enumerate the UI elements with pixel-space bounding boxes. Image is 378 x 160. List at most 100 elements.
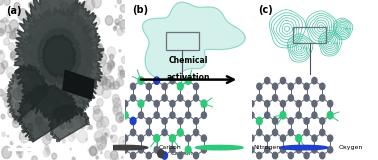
Circle shape: [115, 19, 119, 25]
Circle shape: [249, 112, 254, 118]
Circle shape: [97, 98, 103, 107]
Circle shape: [304, 83, 309, 90]
Circle shape: [60, 28, 68, 38]
Circle shape: [100, 76, 107, 85]
Circle shape: [5, 86, 14, 98]
Circle shape: [80, 114, 88, 125]
Circle shape: [265, 135, 270, 141]
Circle shape: [273, 152, 277, 159]
Circle shape: [71, 38, 79, 49]
Circle shape: [42, 96, 51, 108]
Circle shape: [304, 118, 309, 124]
Circle shape: [170, 77, 175, 84]
Circle shape: [146, 95, 151, 101]
Circle shape: [50, 36, 55, 43]
Circle shape: [186, 100, 191, 107]
Circle shape: [120, 20, 130, 32]
Circle shape: [201, 135, 206, 141]
Circle shape: [77, 73, 82, 80]
Circle shape: [194, 83, 198, 90]
Circle shape: [114, 106, 118, 112]
Circle shape: [170, 147, 175, 153]
Circle shape: [280, 135, 285, 141]
Circle shape: [327, 112, 333, 119]
Circle shape: [18, 151, 20, 153]
Circle shape: [33, 82, 36, 85]
Circle shape: [93, 35, 97, 40]
Circle shape: [18, 9, 27, 20]
Circle shape: [16, 37, 24, 48]
Circle shape: [76, 20, 81, 26]
Circle shape: [71, 11, 74, 15]
Circle shape: [130, 152, 136, 159]
Circle shape: [265, 147, 270, 153]
Circle shape: [312, 135, 317, 141]
Circle shape: [60, 83, 62, 85]
Circle shape: [74, 6, 77, 10]
Circle shape: [146, 152, 151, 159]
Circle shape: [95, 84, 104, 95]
Circle shape: [2, 93, 9, 101]
Circle shape: [304, 152, 309, 159]
Circle shape: [46, 132, 53, 140]
Circle shape: [56, 36, 60, 41]
Circle shape: [9, 20, 19, 32]
Circle shape: [162, 83, 167, 90]
Circle shape: [64, 23, 73, 35]
Circle shape: [96, 156, 98, 159]
Circle shape: [90, 145, 98, 155]
Circle shape: [70, 148, 71, 150]
Circle shape: [0, 63, 5, 74]
Circle shape: [28, 147, 31, 152]
Circle shape: [120, 5, 126, 12]
Circle shape: [296, 135, 302, 142]
Circle shape: [53, 107, 59, 114]
Circle shape: [64, 81, 73, 93]
Polygon shape: [63, 70, 94, 99]
Circle shape: [56, 72, 60, 77]
Circle shape: [62, 27, 66, 33]
Circle shape: [104, 133, 106, 135]
Circle shape: [119, 20, 127, 29]
Circle shape: [162, 118, 167, 124]
Circle shape: [280, 147, 285, 153]
Circle shape: [265, 100, 270, 107]
Circle shape: [83, 37, 92, 48]
Circle shape: [257, 129, 262, 136]
Circle shape: [11, 52, 15, 58]
Circle shape: [28, 51, 32, 57]
Circle shape: [320, 83, 325, 90]
Circle shape: [116, 23, 119, 26]
Polygon shape: [29, 18, 88, 93]
Circle shape: [39, 50, 42, 53]
Circle shape: [69, 107, 71, 108]
Circle shape: [138, 77, 144, 84]
Text: 10 nm: 10 nm: [11, 139, 29, 144]
Circle shape: [130, 117, 136, 125]
Circle shape: [288, 152, 293, 159]
Circle shape: [20, 105, 28, 115]
Circle shape: [100, 117, 109, 127]
Polygon shape: [48, 104, 90, 142]
Circle shape: [7, 32, 12, 38]
Circle shape: [84, 25, 92, 37]
Circle shape: [27, 123, 33, 131]
Circle shape: [288, 118, 293, 124]
Circle shape: [56, 23, 59, 27]
Circle shape: [69, 3, 79, 16]
Circle shape: [46, 150, 50, 155]
Circle shape: [118, 0, 121, 4]
Circle shape: [288, 95, 293, 101]
Circle shape: [63, 104, 71, 114]
Circle shape: [44, 91, 47, 95]
Circle shape: [39, 32, 42, 36]
Circle shape: [34, 95, 37, 98]
Circle shape: [178, 95, 183, 101]
Circle shape: [20, 155, 22, 158]
Bar: [293, 27, 326, 43]
Circle shape: [15, 102, 19, 108]
Circle shape: [44, 38, 48, 42]
Circle shape: [5, 25, 11, 33]
Circle shape: [68, 39, 71, 43]
Circle shape: [102, 87, 111, 98]
